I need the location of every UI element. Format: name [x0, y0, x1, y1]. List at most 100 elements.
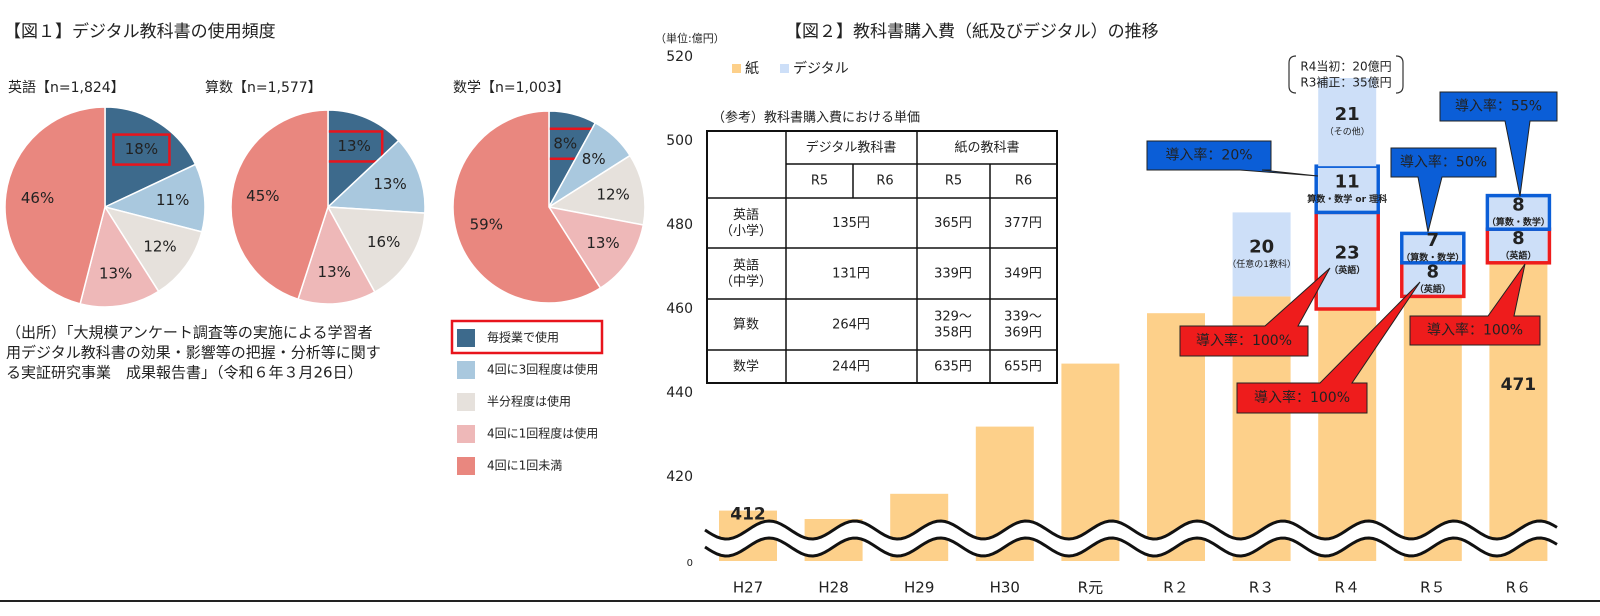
legend-label: 毎授業で使用	[487, 330, 559, 345]
pie-slice	[104, 106, 197, 209]
bar-segment	[1318, 212, 1377, 309]
table-header: デジタル教科書	[806, 140, 897, 156]
table-cell-line: 329〜	[934, 309, 972, 324]
slice-label: 13%	[586, 234, 619, 252]
table-cell: 131円	[832, 266, 870, 281]
callout	[1409, 263, 1541, 346]
segment-value: 8	[1512, 194, 1525, 215]
table-cell-line: 369円	[1004, 325, 1042, 340]
segment-note: （英語）	[1415, 283, 1451, 295]
legend-label: 半分程度は使用	[487, 394, 571, 409]
legend-swatch	[457, 393, 475, 411]
bar-segment	[1232, 212, 1291, 297]
source-line: 用デジタル教科書の効果・影響等の把握・分析等に関す	[6, 344, 381, 362]
table-cell: 244円	[832, 359, 870, 374]
slice-label: 46%	[21, 189, 54, 207]
unit-label: （単位:億円）	[655, 31, 725, 45]
segment-value: 11	[1335, 171, 1360, 192]
callout	[1236, 281, 1421, 414]
y-tick-label: 480	[666, 217, 693, 233]
x-tick-label: H27	[733, 579, 763, 597]
budget-note: R4当初：20億円	[1300, 60, 1391, 74]
slice-label: 16%	[367, 233, 400, 251]
bar-segment	[1489, 195, 1548, 230]
segment-value: 20	[1249, 236, 1274, 257]
y-tick-label: 520	[666, 49, 693, 65]
segment-note: （算数・数学）	[1487, 216, 1550, 228]
slice-label: 13%	[373, 175, 406, 193]
table-cell: 655円	[1004, 359, 1042, 374]
pie-title: 英語【n=1,824】	[8, 79, 125, 96]
table-cell-line: 339〜	[1004, 309, 1042, 324]
table-cell-line: 131円	[832, 266, 870, 281]
slice-label: 59%	[470, 216, 503, 234]
x-tick-label: R４	[1334, 579, 1359, 597]
figure1-title: 【図１】デジタル教科書の使用頻度	[4, 21, 276, 42]
pie-slice	[546, 154, 646, 226]
x-tick-label: R５	[1420, 579, 1445, 597]
bar-segment	[1403, 233, 1462, 263]
x-tick-label: R６	[1506, 579, 1531, 597]
x-tick-label: R元	[1078, 579, 1103, 597]
legend-swatch	[457, 457, 475, 475]
pie-slice	[79, 205, 160, 308]
table-cell: 365円	[934, 216, 972, 231]
callout-text: 導入率：100%	[1427, 322, 1523, 339]
segment-value: 21	[1335, 104, 1360, 125]
table-cell: 349円	[1004, 266, 1042, 281]
pie-slice	[326, 139, 426, 214]
table-cell-line: 135円	[832, 216, 870, 231]
slice-label: 11%	[156, 191, 189, 209]
y-tick-label: 500	[666, 133, 693, 149]
table-cell-line: 358円	[934, 325, 972, 340]
callout-text: 導入率：50%	[1400, 154, 1487, 171]
table-cell-line: 655円	[1004, 359, 1042, 374]
table-subheader: R5	[811, 174, 828, 189]
slice-label: 13%	[338, 137, 371, 155]
segment-value: 7	[1427, 230, 1440, 251]
segment-note: （英語）	[1329, 264, 1365, 276]
segment-note: （算数・数学）	[1401, 252, 1464, 264]
table-bg	[706, 130, 1058, 384]
callout	[1390, 147, 1497, 233]
axis-break-line	[704, 536, 1558, 558]
legend-swatch	[732, 64, 741, 73]
y-tick-label: 440	[666, 385, 693, 401]
legend-swatch	[457, 361, 475, 379]
table-cell: 264円	[832, 317, 870, 332]
table-cell-line: 264円	[832, 317, 870, 332]
table-cell: 339円	[934, 266, 972, 281]
legend-swatch	[780, 64, 789, 73]
segment-value: 23	[1335, 243, 1360, 264]
segment-value: 8	[1512, 228, 1525, 249]
segment-note: （その他）	[1325, 126, 1370, 138]
source-line: る実証研究事業 成果報告書」（令和６年３月26日）	[6, 364, 363, 382]
callout	[1146, 140, 1319, 177]
table-subheader: R6	[876, 174, 893, 189]
table-cell-line: 365円	[934, 216, 972, 231]
pie-slice	[297, 205, 376, 305]
legend-label: 4回に1回未満	[487, 459, 562, 473]
x-tick-label: R２	[1163, 579, 1188, 597]
table-cell: 635円	[934, 359, 972, 374]
bracket	[1395, 55, 1404, 94]
table-cell: 339〜 369円	[1004, 309, 1042, 340]
table-cell-line: （小学）	[720, 223, 772, 239]
pie-slice	[547, 205, 645, 290]
table-cell: 算数	[733, 317, 759, 332]
segment-note: 算数・数学 or 理科	[1307, 193, 1387, 205]
x-tick-label: H29	[904, 579, 934, 597]
slice-label: 12%	[143, 237, 176, 255]
slice-label: 13%	[99, 265, 132, 283]
y-tick-label: 0	[687, 558, 693, 569]
table-cell-line: 数学	[733, 358, 759, 374]
table-cell-line: 算数	[733, 317, 759, 332]
slice-label: 13%	[318, 263, 351, 281]
bar-segment	[1489, 229, 1548, 263]
table-cell-line: （中学）	[720, 273, 772, 289]
table-subheader: R5	[945, 174, 962, 189]
budget-note: R3補正：35億円	[1300, 76, 1391, 90]
bar-segment	[1318, 166, 1377, 213]
bar-value-label: 412	[730, 505, 766, 525]
segment-box	[1485, 193, 1552, 231]
